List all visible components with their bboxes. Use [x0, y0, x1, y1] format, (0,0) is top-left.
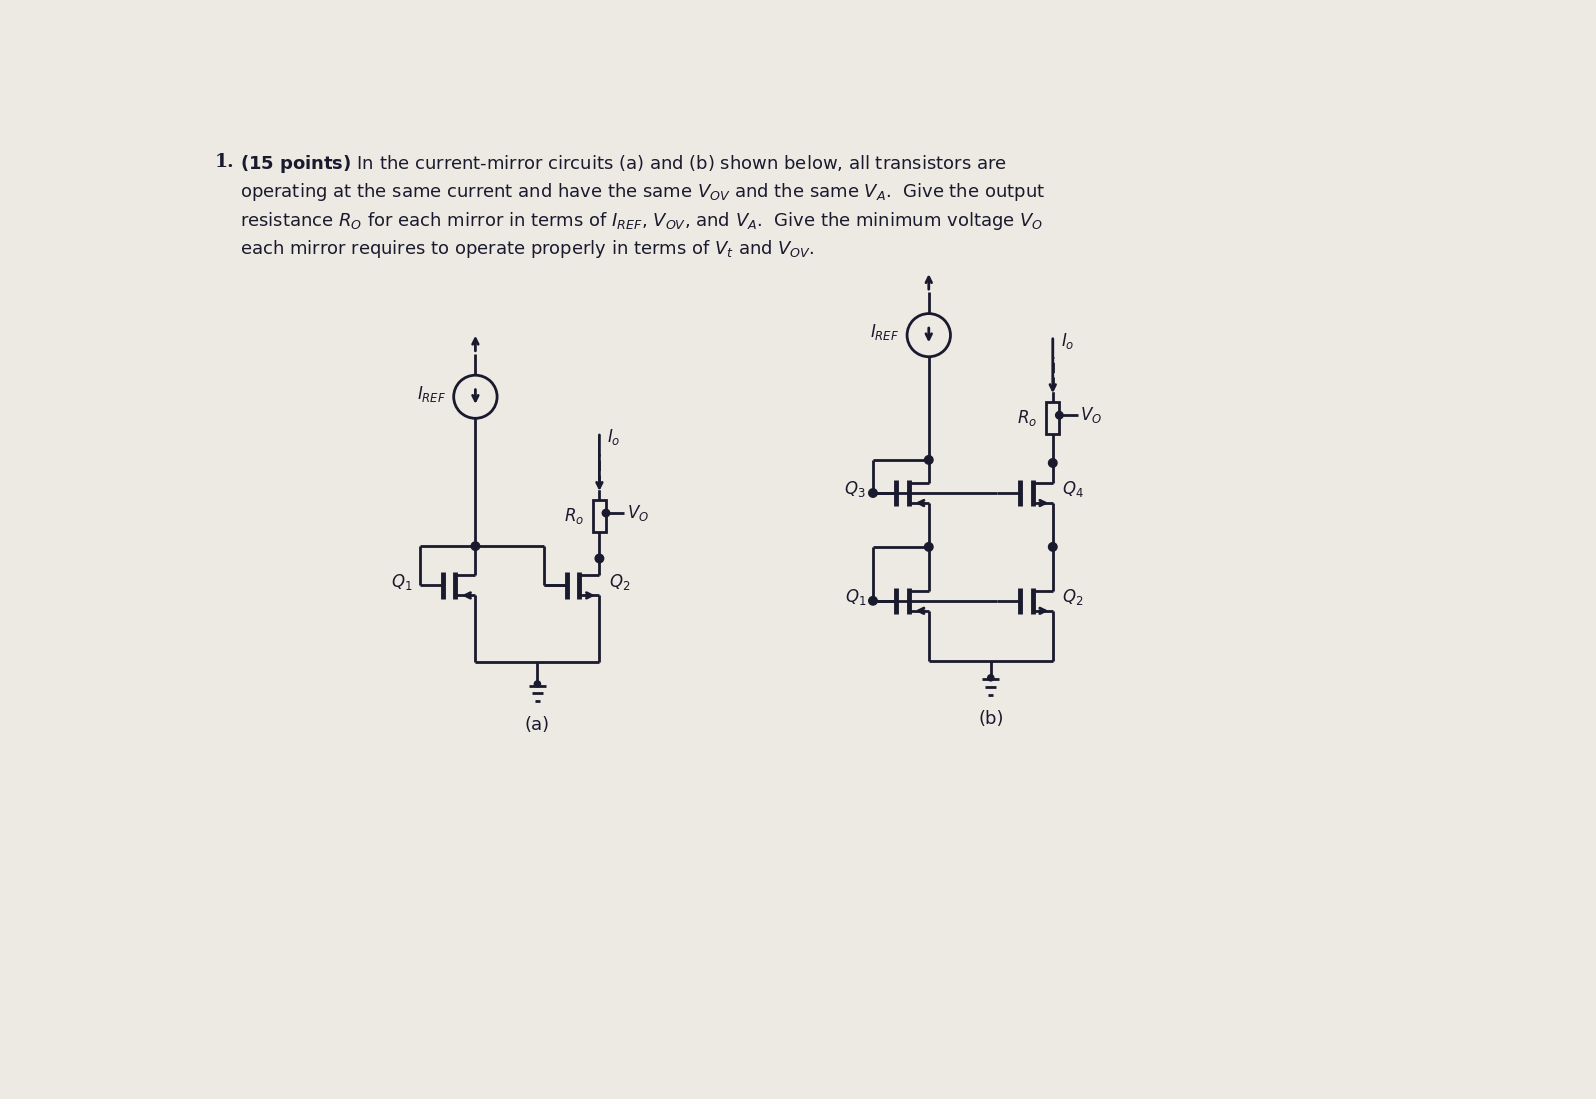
FancyBboxPatch shape	[1047, 402, 1060, 434]
Text: $I_o$: $I_o$	[1060, 331, 1074, 351]
Text: operating at the same current and have the same $V_{OV}$ and the same $V_A$.  Gi: operating at the same current and have t…	[239, 181, 1045, 203]
Circle shape	[868, 489, 878, 497]
Text: (b): (b)	[978, 710, 1004, 729]
Text: $Q_1$: $Q_1$	[844, 587, 867, 607]
Text: resistance $R_O$ for each mirror in terms of $I_{REF}$, $V_{OV}$, and $V_A$.  Gi: resistance $R_O$ for each mirror in term…	[239, 210, 1044, 232]
Circle shape	[868, 597, 878, 606]
Text: $I_{REF}$: $I_{REF}$	[417, 384, 445, 403]
Circle shape	[602, 509, 610, 517]
Circle shape	[1055, 411, 1063, 419]
Text: each mirror requires to operate properly in terms of $V_t$ and $V_{OV}$.: each mirror requires to operate properly…	[239, 238, 814, 260]
Circle shape	[988, 675, 994, 681]
Circle shape	[924, 543, 934, 551]
Circle shape	[1049, 543, 1057, 551]
Text: $R_o$: $R_o$	[563, 507, 584, 526]
Text: $V_O$: $V_O$	[1080, 406, 1101, 425]
Text: $Q_2$: $Q_2$	[608, 571, 630, 591]
Text: 1.: 1.	[215, 153, 235, 170]
Text: (a): (a)	[525, 717, 551, 734]
Text: $Q_2$: $Q_2$	[1061, 587, 1084, 607]
Circle shape	[535, 681, 541, 687]
Text: $Q_4$: $Q_4$	[1061, 479, 1084, 499]
Text: $\mathbf{(15\ points)}$ In the current-mirror circuits (a) and (b) shown below, : $\mathbf{(15\ points)}$ In the current-m…	[239, 153, 1007, 175]
Text: $Q_1$: $Q_1$	[391, 571, 413, 591]
Circle shape	[471, 542, 480, 551]
Circle shape	[595, 554, 603, 563]
Text: $I_o$: $I_o$	[606, 426, 621, 447]
FancyBboxPatch shape	[592, 500, 606, 532]
Text: $V_O$: $V_O$	[627, 503, 648, 523]
Text: $I_{REF}$: $I_{REF}$	[870, 322, 899, 342]
Text: $Q_3$: $Q_3$	[844, 479, 867, 499]
Circle shape	[924, 456, 934, 464]
Text: $R_o$: $R_o$	[1017, 409, 1037, 429]
Circle shape	[1049, 458, 1057, 467]
